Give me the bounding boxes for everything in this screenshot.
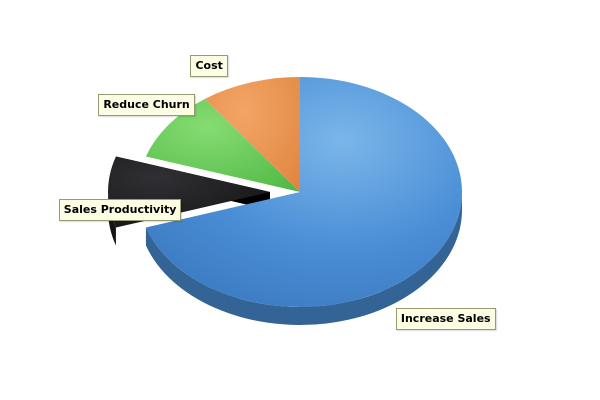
slice-label-increase-sales: Increase Sales xyxy=(395,307,496,330)
pie-slice-side-increase-sales xyxy=(145,192,463,325)
slice-label-cost: Cost xyxy=(190,55,228,78)
slice-label-reduce-churn: Reduce Churn xyxy=(98,94,195,117)
pie-slice-reduce-churn xyxy=(145,98,300,192)
pie-slice-cost xyxy=(204,77,300,192)
slice-label-sales-productivity: Sales Productivity xyxy=(58,199,182,221)
pie-slice-increase-sales xyxy=(145,77,463,307)
